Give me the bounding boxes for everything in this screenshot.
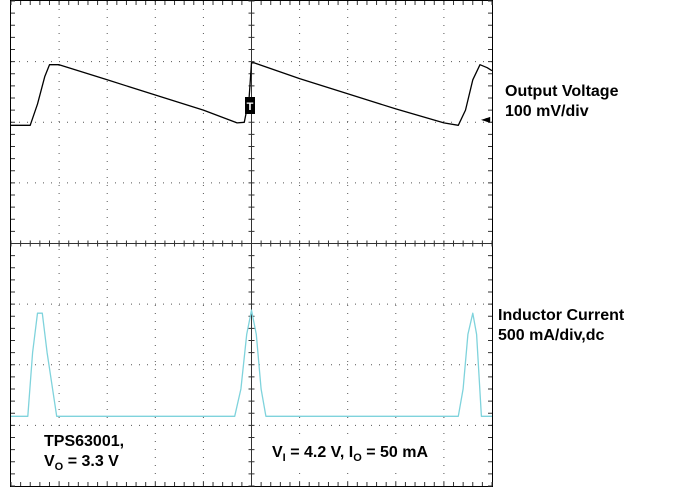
io-subscript: O xyxy=(353,452,362,464)
output-voltage-name: Output Voltage xyxy=(505,83,619,100)
device-name: TPS63001, xyxy=(44,433,125,450)
output-voltage-label: Output Voltage 100 mV/div xyxy=(505,82,618,122)
vi-value: = 4.2 V, I xyxy=(290,444,354,461)
vo-symbol: V xyxy=(44,453,55,470)
channel-level-marker: ◄ xyxy=(481,112,491,126)
output-voltage-trace xyxy=(11,62,493,126)
trigger-marker-label: T xyxy=(247,101,254,113)
inductor-current-name: Inductor Current xyxy=(498,307,625,324)
device-info-box: TPS63001, VO = 3.3 V xyxy=(40,430,129,479)
output-voltage-scale: 100 mV/div xyxy=(505,103,589,120)
vo-subscript: O xyxy=(54,461,64,473)
vi-subscript: I xyxy=(282,452,286,464)
inductor-current-scale: 500 mA/div,dc xyxy=(498,327,605,344)
vo-value: = 3.3 V xyxy=(67,453,119,470)
trigger-marker: T xyxy=(245,97,255,114)
inductor-current-trace xyxy=(11,309,492,417)
output-voltage-setting: VO = 3.3 V xyxy=(44,452,124,477)
plot-grid xyxy=(10,0,493,487)
io-value: = 50 mA xyxy=(366,444,429,461)
inductor-current-label: Inductor Current 500 mA/div,dc xyxy=(498,306,624,346)
plot-traces xyxy=(11,62,493,417)
test-conditions-box: VI = 4.2 V, IO = 50 mA xyxy=(268,440,433,471)
vi-symbol: V xyxy=(272,444,283,461)
